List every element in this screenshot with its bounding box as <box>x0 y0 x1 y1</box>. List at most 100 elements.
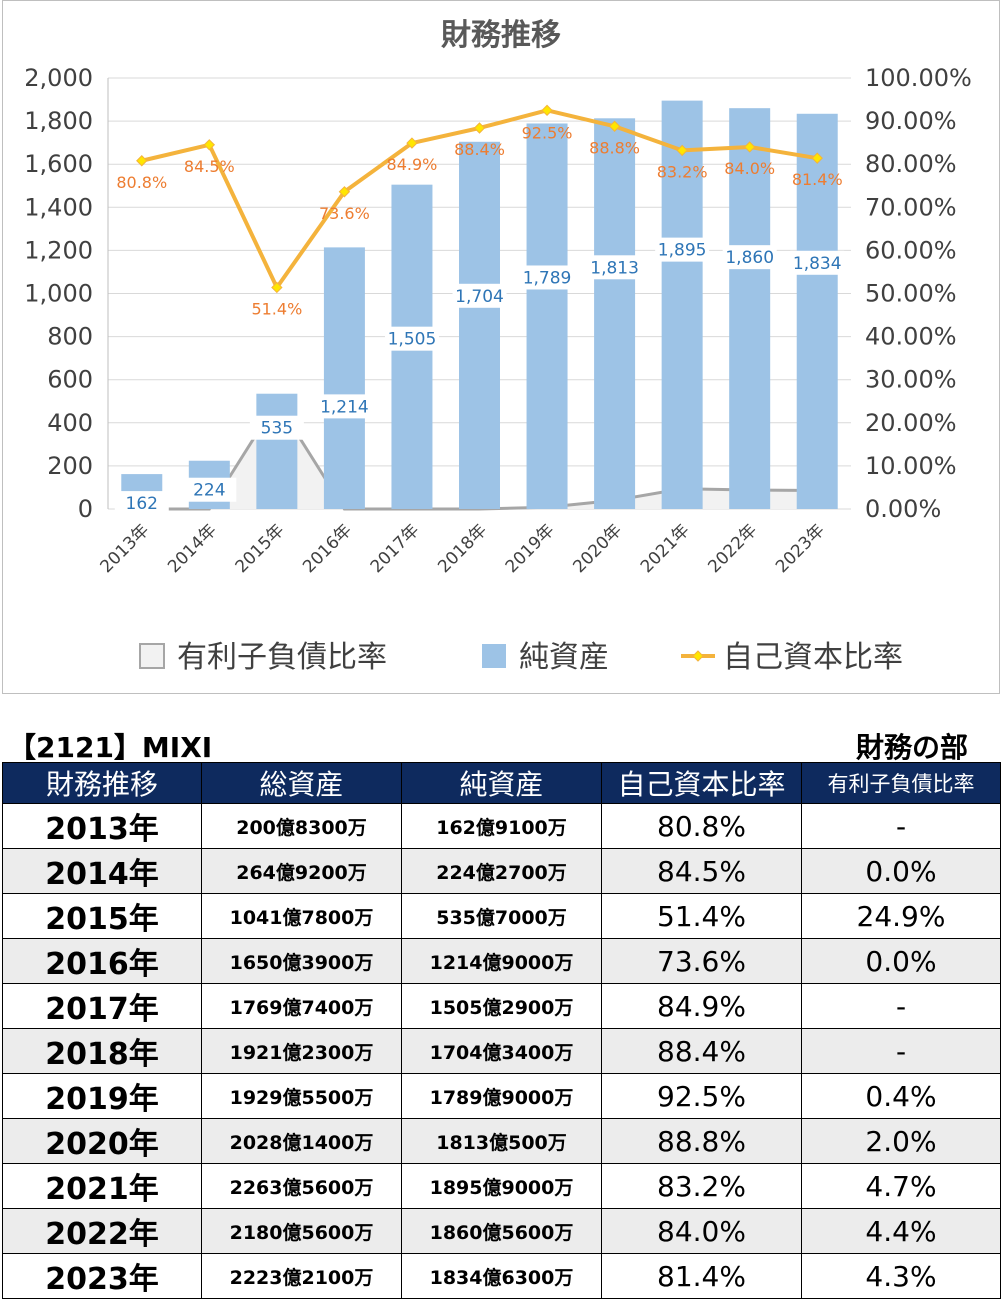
y-right-tick-label: 50.00% <box>865 280 957 308</box>
bar-label-bg <box>317 394 372 419</box>
cell-debt-ratio: - <box>801 1028 1001 1074</box>
x-tick-label: 2019年 <box>502 520 559 577</box>
cell-year: 2018年 <box>2 1028 202 1074</box>
y-left-tick-label: 200 <box>47 452 93 480</box>
table-row: 2019年 1929億5500万 1789億9000万 92.5% 0.4% <box>2 1073 1001 1119</box>
chart-panel: 財務推移 2,000 1,800 1,600 1,400 1,200 1,000 800 600… <box>2 0 1000 694</box>
table-row: 2015年 1041億7800万 535億7000万 51.4% 24.9% <box>2 893 1001 939</box>
y-right-tick-label: 90.00% <box>865 107 957 135</box>
cell-debt-ratio: 0.4% <box>801 1073 1001 1119</box>
equity-ratio-point <box>743 141 756 153</box>
bar-value-label: 1,834 <box>793 254 842 274</box>
bar-label-bg <box>182 477 237 502</box>
net-assets-bar <box>323 247 365 509</box>
equity-ratio-point <box>473 122 486 134</box>
header-equity-ratio: 自己資本比率 <box>601 762 802 804</box>
financial-table: 財務推移 総資産 純資産 自己資本比率 有利子負債比率 2013年 200億830… <box>2 762 1001 1299</box>
table-row: 2016年 1650億3900万 1214億9000万 73.6% 0.0% <box>2 938 1001 984</box>
cell-total-assets: 1041億7800万 <box>201 893 402 939</box>
cell-total-assets: 2223億2100万 <box>201 1253 402 1299</box>
equity-ratio-point <box>203 139 216 151</box>
y-right-tick-label: 70.00% <box>865 193 957 221</box>
x-tick-label: 2014年 <box>164 520 221 577</box>
equity-ratio-label: 88.8% <box>589 138 640 157</box>
equity-ratio-label: 88.4% <box>454 140 505 159</box>
x-tick-label: 2018年 <box>434 520 491 577</box>
cell-net-assets: 535億7000万 <box>401 893 602 939</box>
cell-year: 2014年 <box>2 848 202 894</box>
header-debt-ratio: 有利子負債比率 <box>801 762 1001 804</box>
bar-label-bg <box>452 283 507 308</box>
bar-label-bg <box>520 265 575 290</box>
y-left-tick-label: 1,000 <box>24 280 93 308</box>
equity-ratio-point <box>811 152 823 164</box>
y-right-tick-label: 100.00% <box>865 64 972 92</box>
header-total-assets: 総資産 <box>201 762 402 804</box>
bar-label-bg <box>587 255 642 280</box>
legend-debt-ratio-swatch <box>139 643 165 669</box>
cell-equity-ratio: 81.4% <box>601 1253 802 1299</box>
cell-total-assets: 1929億5500万 <box>201 1073 402 1119</box>
table-row: 2023年 2223億2100万 1834億6300万 81.4% 4.3% <box>2 1253 1001 1299</box>
net-assets-bar <box>256 393 298 509</box>
cell-year: 2021年 <box>2 1163 202 1209</box>
y-left-tick-label: 2,000 <box>24 64 93 92</box>
net-assets-bar <box>526 123 568 510</box>
y-left-tick-label: 0 <box>78 495 93 523</box>
bar-value-label: 1,813 <box>590 258 639 278</box>
bar-value-label: 1,789 <box>523 268 572 288</box>
legend-debt-ratio-label: 有利子負債比率 <box>177 640 387 675</box>
net-assets-bar <box>796 113 838 509</box>
y-right-tick-label: 10.00% <box>865 452 957 480</box>
cell-net-assets: 162億9100万 <box>401 803 602 849</box>
cell-total-assets: 200億8300万 <box>201 803 402 849</box>
table-row: 2021年 2263億5600万 1895億9000万 83.2% 4.7% <box>2 1163 1001 1209</box>
cell-year: 2019年 <box>2 1073 202 1119</box>
cell-equity-ratio: 83.2% <box>601 1163 802 1209</box>
section-title: 財務の部 <box>855 731 968 764</box>
cell-net-assets: 1834億6300万 <box>401 1253 602 1299</box>
cell-total-assets: 1650億3900万 <box>201 938 402 984</box>
table-body: 2013年 200億8300万 162億9100万 80.8% -2014年 264億92… <box>2 803 1001 1299</box>
cell-net-assets: 1813億500万 <box>401 1118 602 1164</box>
x-tick-label: 2023年 <box>772 520 829 577</box>
cell-debt-ratio: 4.7% <box>801 1163 1001 1209</box>
table-row: 2020年 2028億1400万 1813億500万 88.8% 2.0% <box>2 1118 1001 1164</box>
cell-debt-ratio: 24.9% <box>801 893 1001 939</box>
equity-ratio-label: 73.6% <box>319 204 370 223</box>
y-left-tick-label: 800 <box>47 323 93 351</box>
net-assets-bar <box>661 100 703 509</box>
table-row: 2013年 200億8300万 162億9100万 80.8% - <box>2 803 1001 849</box>
cell-equity-ratio: 73.6% <box>601 938 802 984</box>
cell-year: 2017年 <box>2 983 202 1029</box>
bar-label-bg <box>114 491 169 516</box>
x-tick-label: 2021年 <box>637 520 694 577</box>
equity-ratio-point <box>608 120 621 132</box>
header-net-assets: 純資産 <box>401 762 602 804</box>
net-assets-bar <box>729 108 771 510</box>
bar-value-label: 1,895 <box>658 241 707 261</box>
cell-year: 2020年 <box>2 1118 202 1164</box>
y-right-tick-label: 20.00% <box>865 409 957 437</box>
bar-value-label: 224 <box>193 481 225 501</box>
bar-label-bg <box>655 237 710 262</box>
table-row: 2022年 2180億5600万 1860億5600万 84.0% 4.4% <box>2 1208 1001 1254</box>
table-row: 2017年 1769億7400万 1505億2900万 84.9% - <box>2 983 1001 1029</box>
cell-total-assets: 2028億1400万 <box>201 1118 402 1164</box>
x-tick-label: 2017年 <box>367 520 424 577</box>
cell-year: 2022年 <box>2 1208 202 1254</box>
financial-chart: 財務推移 2,000 1,800 1,600 1,400 1,200 1,000 800 600… <box>24 18 972 675</box>
y-right-tick-label: 30.00% <box>865 366 957 394</box>
y-right-tick-label: 80.00% <box>865 150 957 178</box>
equity-ratio-point <box>406 137 418 149</box>
equity-ratio-point <box>136 155 148 167</box>
cell-year: 2023年 <box>2 1253 202 1299</box>
cell-year: 2015年 <box>2 893 202 939</box>
y-right-tick-label: 40.00% <box>865 323 957 351</box>
bar-value-label: 1,505 <box>388 330 437 350</box>
cell-equity-ratio: 84.5% <box>601 848 802 894</box>
header-period: 財務推移 <box>2 762 202 804</box>
net-assets-bar <box>594 118 636 510</box>
cell-net-assets: 1895億9000万 <box>401 1163 602 1209</box>
equity-ratio-label: 84.5% <box>184 157 235 176</box>
